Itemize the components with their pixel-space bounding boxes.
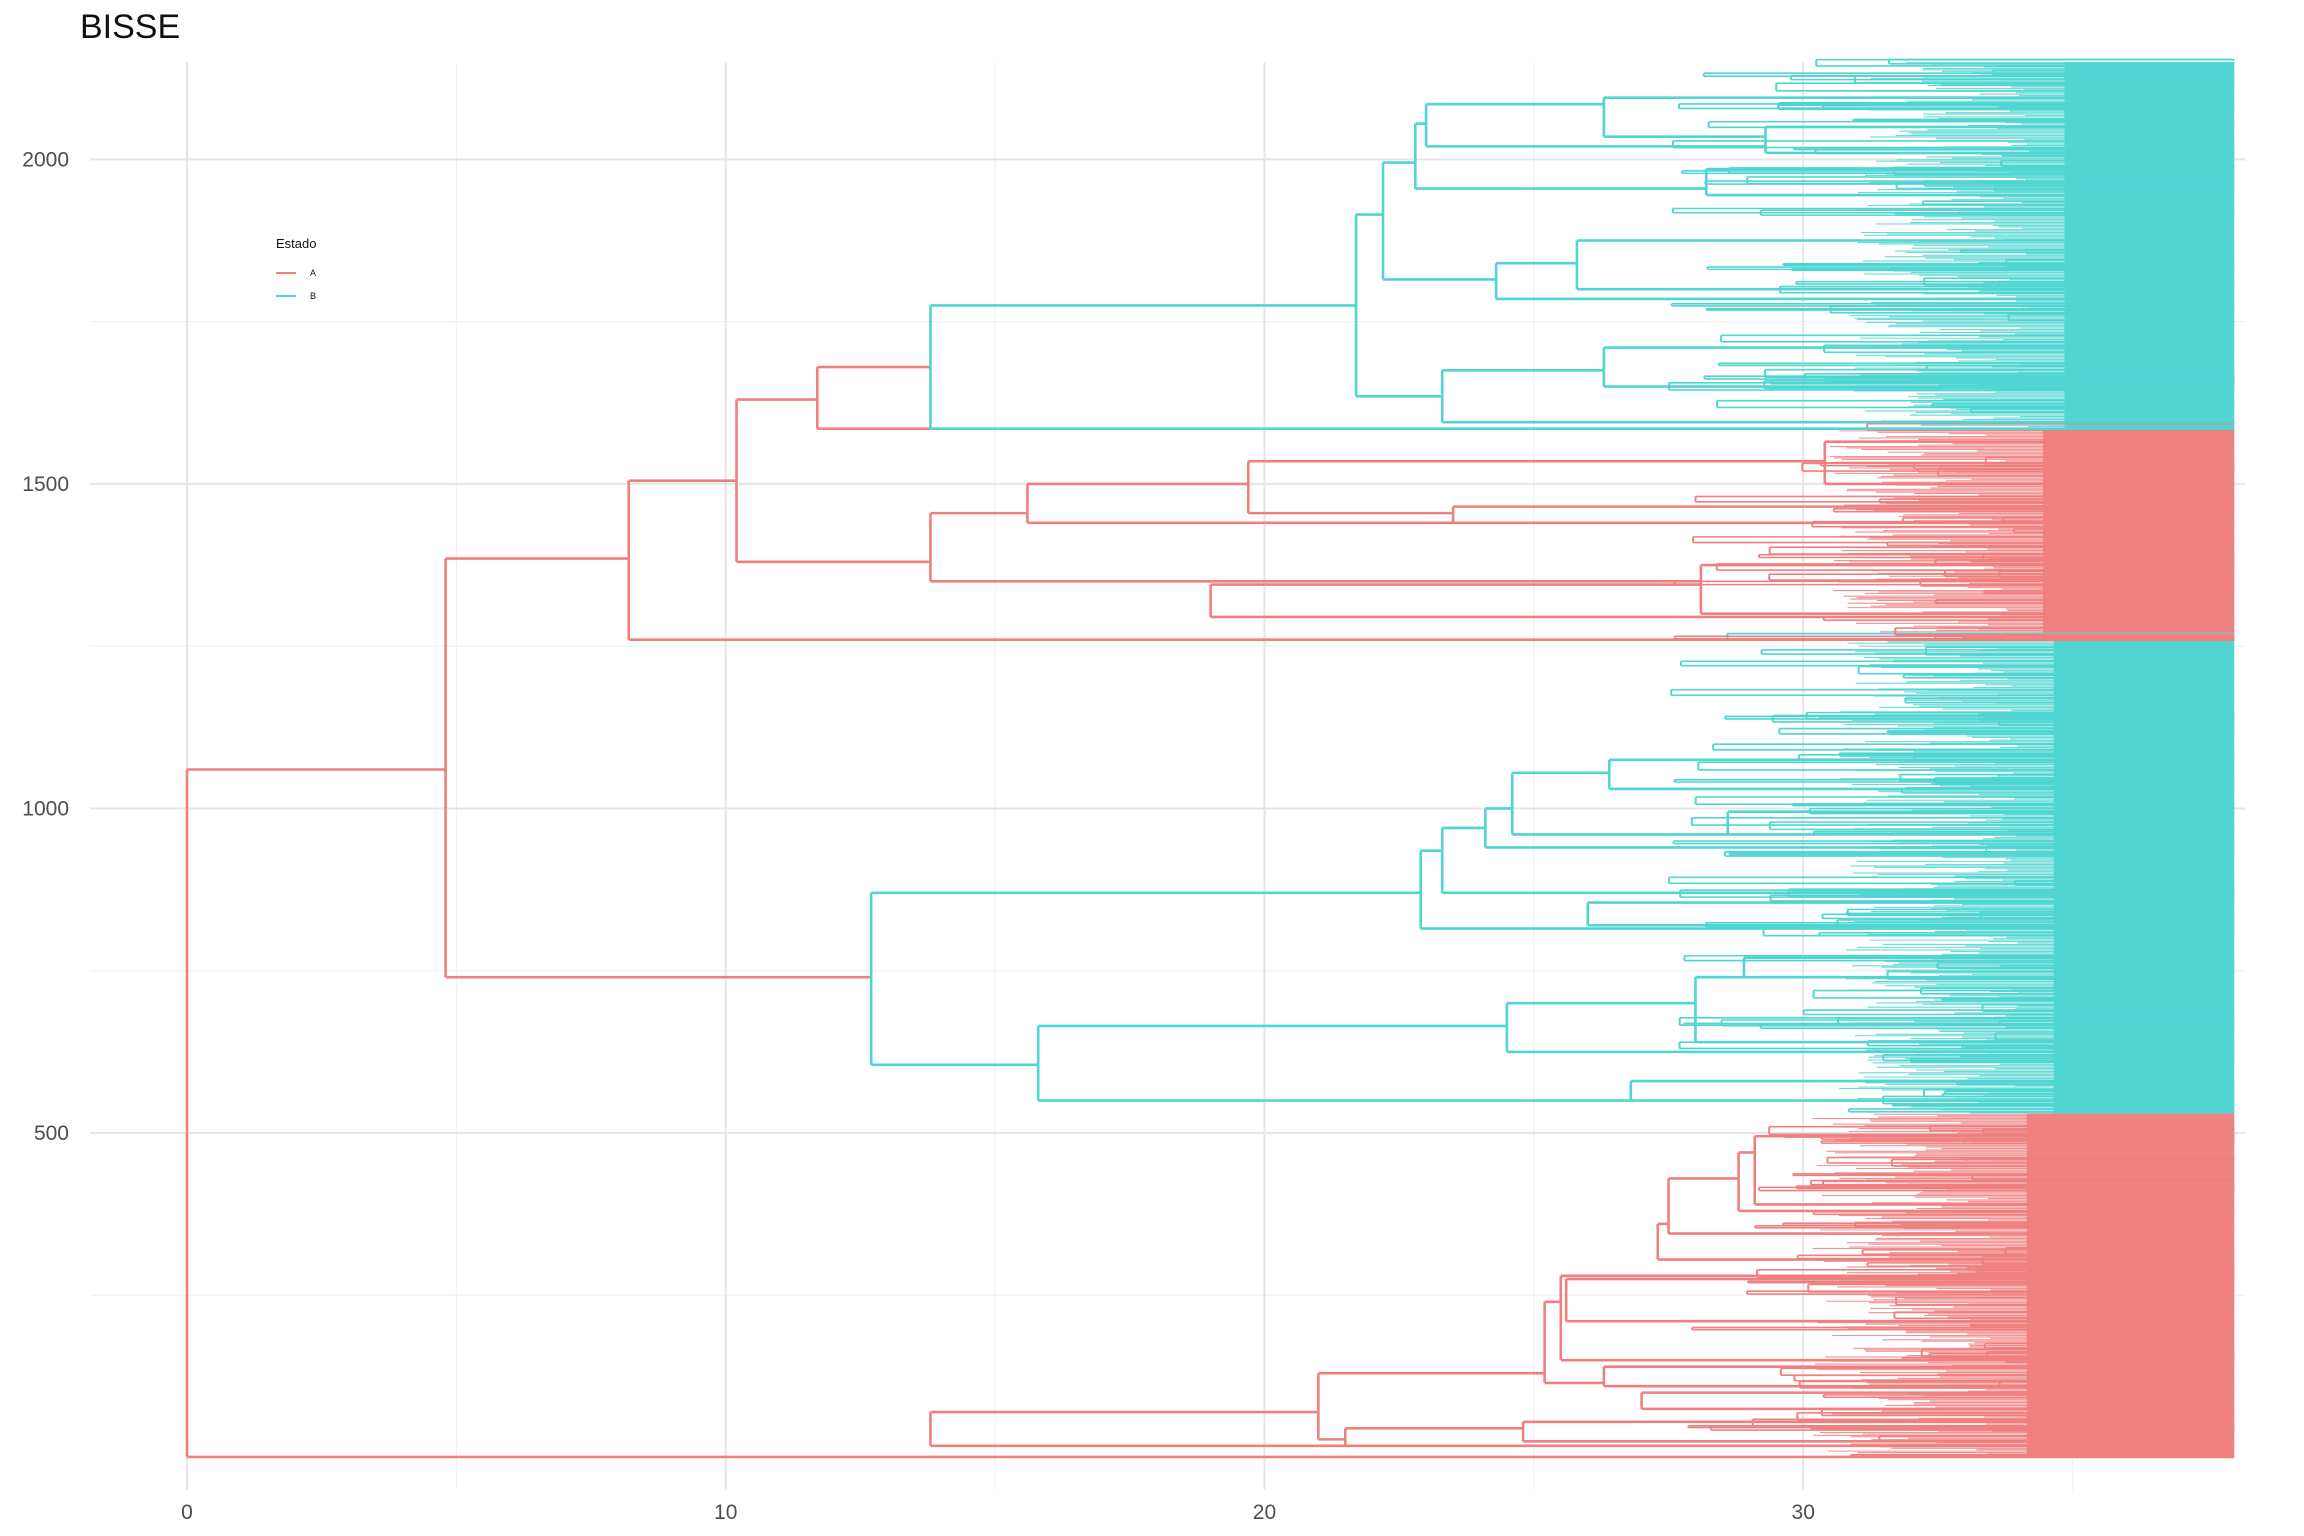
y-tick-label-2: 1500: [22, 473, 69, 496]
y-tick-label-3: 2000: [22, 148, 69, 171]
legend-label-a: A: [310, 267, 317, 278]
legend-entry-b: B: [276, 284, 316, 307]
legend-swatch-b: [276, 294, 296, 297]
chart-title: BISSE: [80, 8, 181, 46]
legend-title: Estado: [276, 236, 317, 251]
axis-tick-labels: 0 10 20 30 500 1000 1500 2000: [22, 148, 1815, 1524]
y-tick-label-0: 500: [34, 1122, 69, 1145]
legend: Estado A B: [276, 236, 316, 307]
x-tick-label-0: 0: [181, 1501, 193, 1524]
legend-label-b: B: [310, 290, 317, 301]
x-tick-label-3: 30: [1792, 1501, 1815, 1524]
tree-branches: [185, 58, 2235, 1459]
x-tick-label-1: 10: [714, 1501, 737, 1524]
x-tick-label-2: 20: [1253, 1501, 1276, 1524]
y-tick-label-1: 1000: [22, 797, 69, 820]
legend-entry-a: A: [276, 261, 316, 284]
legend-swatch-a: [276, 271, 296, 274]
